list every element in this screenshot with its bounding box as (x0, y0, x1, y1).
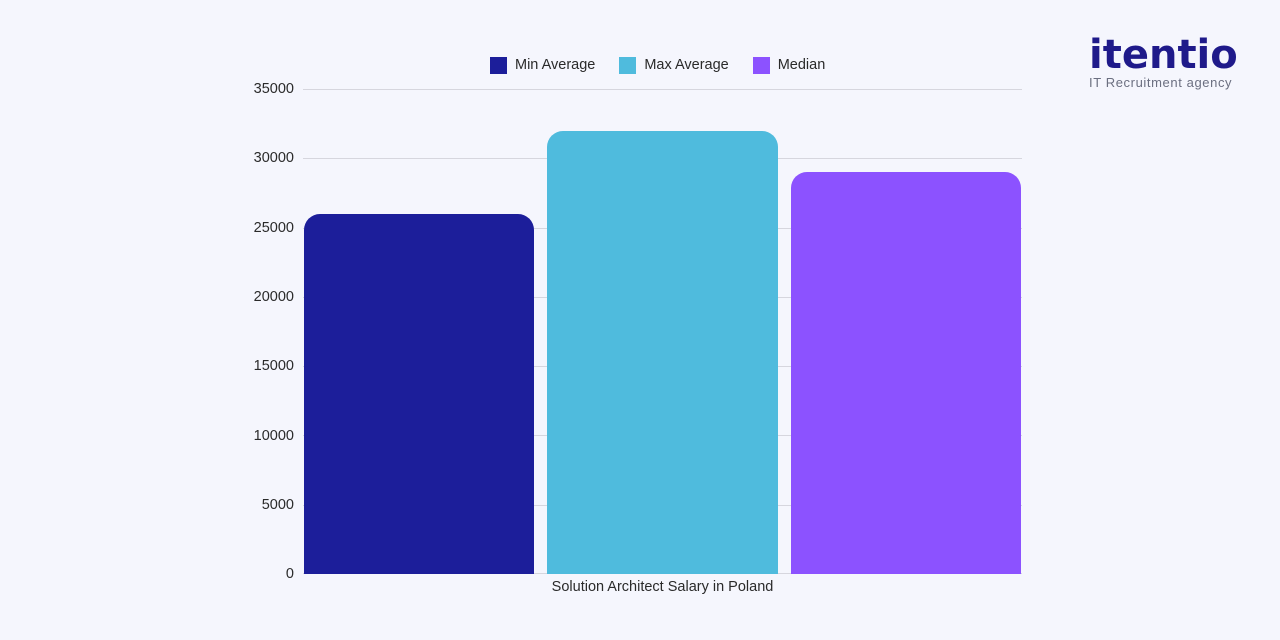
legend-item-max-average: Max Average (619, 56, 729, 74)
logo-tagline: IT Recruitment agency (1089, 75, 1233, 90)
legend-label: Median (777, 57, 826, 73)
logo-wordmark: itentio (1089, 32, 1238, 78)
legend-swatch-median (752, 56, 770, 74)
y-tick: 0 (285, 566, 294, 582)
y-tick: 15000 (253, 358, 294, 374)
y-tick: 25000 (253, 220, 294, 236)
y-tick: 20000 (253, 289, 294, 305)
bar-max-average (547, 131, 778, 574)
itentio-logo: itentio IT Recruitment agency (1089, 34, 1239, 90)
chart-legend: Min Average Max Average Median (490, 56, 849, 74)
bar-min-average (304, 214, 534, 574)
x-axis-label: Solution Architect Salary in Poland (551, 579, 774, 595)
legend-item-min-average: Min Average (490, 56, 596, 74)
y-tick: 5000 (261, 497, 294, 513)
y-tick: 30000 (253, 150, 294, 166)
legend-swatch-min-average (490, 56, 507, 74)
legend-label: Min Average (515, 57, 596, 73)
legend-label: Max Average (644, 57, 729, 73)
bar-median (791, 172, 1021, 574)
legend-swatch-max-average (619, 56, 637, 74)
y-tick: 10000 (253, 428, 294, 444)
legend-item-median: Median (752, 56, 826, 74)
y-tick: 35000 (253, 81, 294, 97)
gridline (303, 89, 1022, 90)
plot-area (303, 89, 1022, 574)
